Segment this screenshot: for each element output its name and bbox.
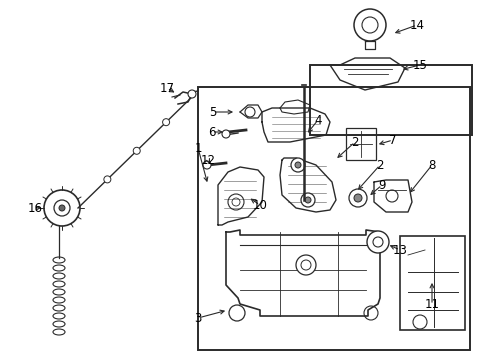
Bar <box>346 128 376 160</box>
Circle shape <box>373 237 383 247</box>
Text: 12: 12 <box>200 153 216 166</box>
Bar <box>198 87 470 350</box>
Text: 16: 16 <box>27 202 43 215</box>
Text: 15: 15 <box>413 59 427 72</box>
Text: 11: 11 <box>424 298 440 311</box>
Circle shape <box>296 255 316 275</box>
Bar <box>400 236 465 330</box>
Circle shape <box>301 193 315 207</box>
Text: 2: 2 <box>376 158 384 171</box>
Text: 10: 10 <box>252 198 268 212</box>
Circle shape <box>163 119 170 126</box>
Circle shape <box>305 197 311 203</box>
Text: 2: 2 <box>351 135 359 149</box>
Text: 1: 1 <box>194 141 202 154</box>
Circle shape <box>354 194 362 202</box>
Text: 9: 9 <box>378 179 386 192</box>
Text: 14: 14 <box>410 18 424 32</box>
Circle shape <box>291 158 305 172</box>
Circle shape <box>188 90 196 98</box>
Circle shape <box>367 231 389 253</box>
Text: 5: 5 <box>209 105 217 118</box>
Text: 7: 7 <box>389 134 397 147</box>
Text: 3: 3 <box>195 311 202 324</box>
Text: 17: 17 <box>160 81 174 95</box>
Text: 13: 13 <box>392 243 408 256</box>
Bar <box>310 65 472 135</box>
Circle shape <box>203 161 211 169</box>
Text: 6: 6 <box>208 126 216 139</box>
Text: 4: 4 <box>314 113 322 126</box>
Circle shape <box>104 176 111 183</box>
Circle shape <box>59 205 65 211</box>
Text: 8: 8 <box>428 158 436 171</box>
Circle shape <box>222 130 230 138</box>
Circle shape <box>133 147 140 154</box>
Circle shape <box>301 260 311 270</box>
Circle shape <box>295 162 301 168</box>
Circle shape <box>349 189 367 207</box>
